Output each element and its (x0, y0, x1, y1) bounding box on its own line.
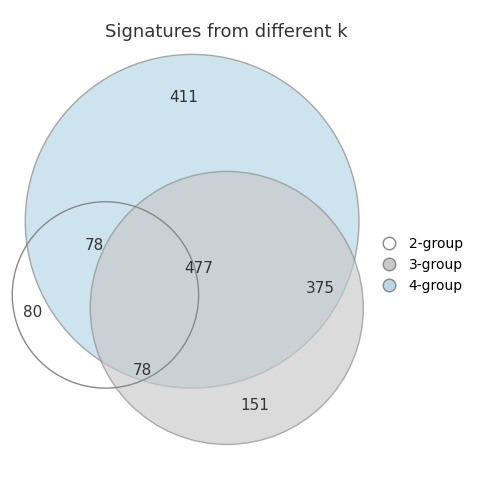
Text: 80: 80 (23, 305, 43, 320)
Text: 78: 78 (133, 363, 152, 379)
Text: 477: 477 (184, 262, 213, 276)
Circle shape (25, 54, 359, 388)
Title: Signatures from different k: Signatures from different k (105, 23, 348, 41)
Legend: 2-group, 3-group, 4-group: 2-group, 3-group, 4-group (372, 234, 466, 295)
Text: 151: 151 (240, 398, 270, 413)
Circle shape (90, 171, 363, 445)
Text: 411: 411 (169, 90, 198, 105)
Text: 375: 375 (305, 281, 335, 296)
Text: 78: 78 (85, 237, 104, 253)
